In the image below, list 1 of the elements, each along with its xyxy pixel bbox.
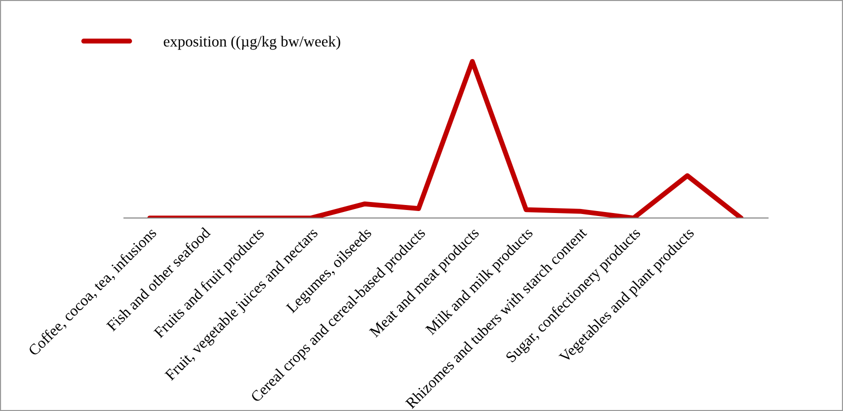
legend-label: exposition ((µg/kg bw/week) [164, 36, 340, 50]
